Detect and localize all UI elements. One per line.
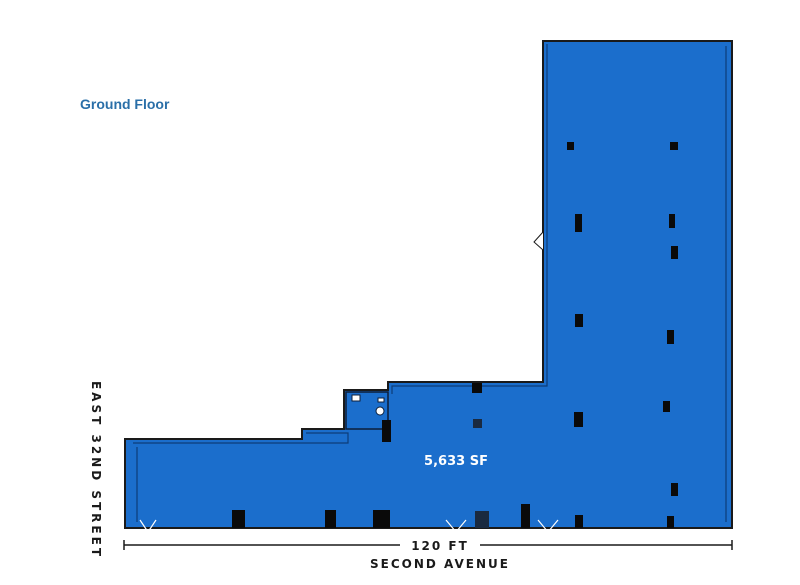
floor-title: Ground Floor bbox=[80, 96, 170, 112]
interior-wall bbox=[133, 432, 349, 444]
column bbox=[475, 511, 489, 528]
column bbox=[373, 510, 390, 528]
dimension-label-backing bbox=[400, 537, 480, 553]
area-label: 5,633 SF bbox=[424, 454, 488, 469]
door-swing bbox=[533, 231, 544, 251]
column bbox=[671, 246, 678, 259]
interior-wall bbox=[391, 44, 548, 394]
column bbox=[325, 510, 336, 528]
column bbox=[472, 383, 482, 393]
street-label: EAST 32ND STREET bbox=[89, 380, 103, 560]
column bbox=[382, 420, 391, 442]
column bbox=[473, 419, 482, 428]
column bbox=[232, 510, 245, 528]
column bbox=[663, 401, 670, 412]
floor-area bbox=[124, 40, 733, 529]
column bbox=[574, 412, 583, 427]
column bbox=[521, 504, 530, 528]
restroom-fixture bbox=[351, 394, 361, 402]
column bbox=[670, 142, 678, 150]
column bbox=[575, 515, 583, 528]
door-swing bbox=[445, 519, 467, 533]
door-swing bbox=[139, 519, 157, 534]
column bbox=[575, 214, 582, 232]
avenue-label: SECOND AVENUE bbox=[370, 557, 510, 571]
restroom-fixture bbox=[375, 406, 385, 416]
column bbox=[575, 314, 583, 327]
column bbox=[667, 516, 674, 528]
column bbox=[667, 330, 674, 344]
door-swing bbox=[537, 519, 559, 533]
column bbox=[669, 214, 675, 228]
column bbox=[567, 142, 574, 150]
column bbox=[671, 483, 678, 496]
restroom-fixture bbox=[377, 397, 385, 403]
dimension-label: 120 FT bbox=[411, 539, 469, 553]
